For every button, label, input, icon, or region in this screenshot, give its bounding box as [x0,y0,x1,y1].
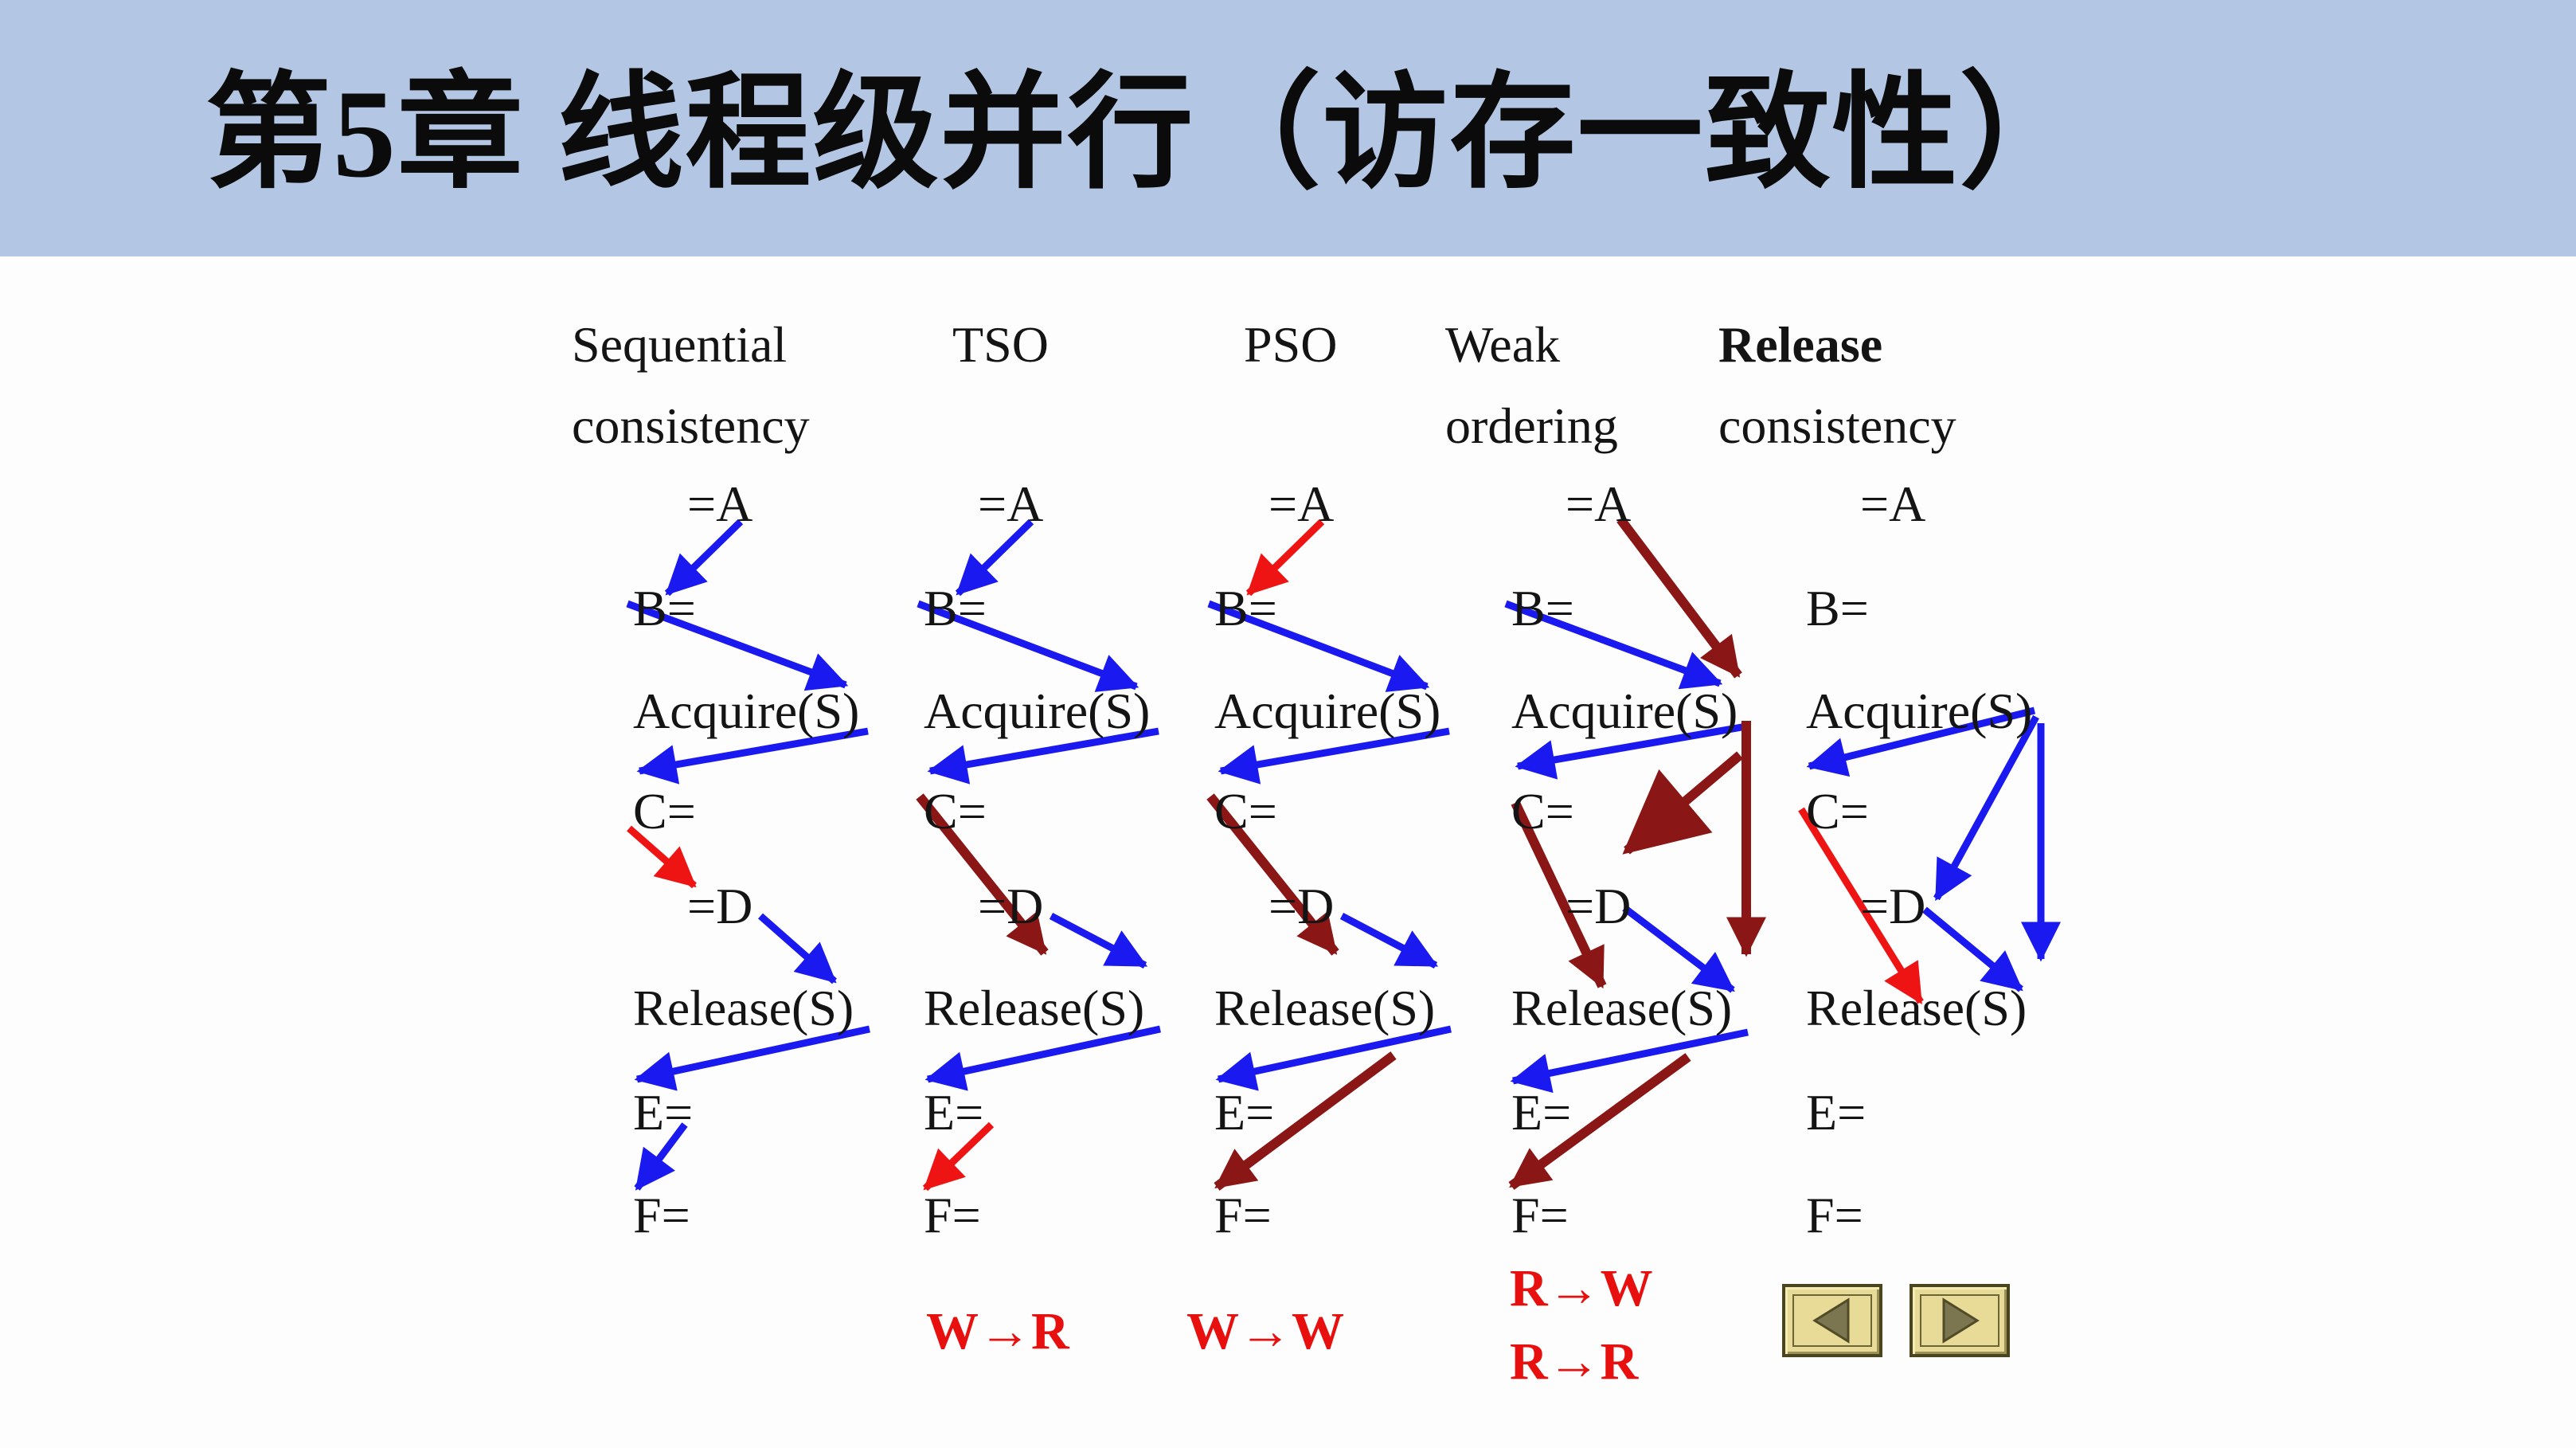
left-triangle-icon [1812,1297,1850,1344]
column-header-line: consistency [572,397,810,454]
memory-op-label: Release(S) [1511,980,1732,1036]
column-header-line: Release [1718,316,1883,373]
memory-op-label: Acquire(S) [1806,683,2032,739]
order-arrow-blue [1622,905,1735,993]
order-arrow-blue [1218,727,1450,785]
order-arrow-blue [1504,600,1723,690]
order-arrow-blue [924,1025,1161,1091]
order-arrow-maroon [1616,516,1742,679]
memory-op-label: =A [687,475,752,532]
column-header-line: Sequential [572,316,788,373]
memory-op-label: =A [1566,475,1631,532]
order-arrow-blue [1215,1025,1452,1091]
memory-op-label: F= [1214,1187,1272,1243]
memory-op-label: E= [1806,1084,1866,1141]
memory-op-label: C= [1806,783,1869,839]
memory-op-label: =D [978,878,1043,934]
order-arrow-blue [917,600,1139,692]
memory-op-label: C= [924,783,987,839]
memory-op-label: Release(S) [1214,980,1435,1036]
order-arrow-red [1245,519,1325,597]
order-arrow-blue [1922,906,2023,992]
relaxed-rule-label-tso: W→R [926,1302,1069,1360]
memory-op-label: =A [1268,475,1334,532]
memory-op-label: E= [924,1084,983,1141]
order-arrow-red [922,1121,995,1192]
memory-op-label: F= [1806,1187,1863,1243]
memory-op-label: Acquire(S) [633,683,859,739]
order-arrow-blue [636,727,869,785]
memory-op-label: =A [1860,475,1925,532]
memory-op-label: E= [633,1084,693,1141]
order-arrow-red [1798,807,1924,1004]
memory-op-label: F= [1511,1187,1569,1243]
memory-op-label: Acquire(S) [1214,683,1440,739]
order-arrow-maroon [1206,793,1339,956]
memory-op-label: C= [633,783,696,839]
column-header-line: ordering [1445,397,1618,454]
order-arrow-blue [626,600,849,691]
column-header-line: Weak [1445,316,1561,373]
order-arrow-blue [1339,913,1439,969]
memory-op-label: =A [978,475,1043,532]
memory-op-label: C= [1511,783,1574,839]
column-header-pso: PSO [1244,304,1337,385]
column-header-line: PSO [1244,316,1338,373]
memory-op-label: F= [924,1187,981,1243]
order-arrow-maroon [1508,1053,1691,1190]
order-arrow-blue [927,727,1159,785]
relaxed-rule-label-weak-1: R→W [1510,1259,1653,1317]
order-arrow-maroon [1511,800,1607,989]
relaxed-rule-label-pso: W→W [1186,1302,1344,1360]
title-band: 第5章 线程级并行（访存一致性） [0,0,2576,256]
order-arrow-blue [758,913,837,984]
memory-op-label: Acquire(S) [1511,683,1738,739]
column-header-line: TSO [952,316,1049,373]
order-arrow-blue [664,519,744,597]
order-arrow-blue [1933,714,2039,902]
slide-title: 第5章 线程级并行（访存一致性） [205,65,2087,204]
column-header-line: consistency [1718,397,1956,454]
right-triangle-icon [1942,1297,1980,1344]
memory-op-label: E= [1214,1084,1274,1141]
memory-op-label: Release(S) [633,980,854,1036]
order-arrow-maroon [1214,1051,1397,1191]
memory-op-label: B= [633,580,696,636]
memory-op-label: B= [1214,580,1277,636]
order-arrow-maroon [1622,751,1743,855]
prev-slide-button[interactable] [1782,1284,1882,1357]
order-arrow-blue [1049,913,1148,969]
memory-op-label: Release(S) [1806,980,2027,1036]
column-header-sequential: Sequential consistency [572,304,810,467]
next-slide-button[interactable] [1910,1284,2010,1357]
order-arrow-blue [955,519,1034,597]
memory-op-label: C= [1214,783,1277,839]
memory-op-label: =D [1860,878,1925,934]
memory-op-label: =D [1566,878,1631,934]
memory-op-label: =D [687,878,752,934]
column-header-release-consistency: Release consistency [1718,304,1956,467]
memory-op-label: Release(S) [924,980,1144,1036]
order-arrow-maroon [916,793,1049,956]
order-arrow-blue [634,1025,870,1091]
memory-op-label: B= [1806,580,1869,636]
memory-op-label: E= [1511,1084,1571,1141]
memory-op-label: B= [924,580,987,636]
memory-op-label: =D [1268,878,1334,934]
memory-op-label: Acquire(S) [924,683,1150,739]
relaxed-rule-label-weak-2: R→R [1510,1333,1639,1391]
column-header-weak-ordering: Weak ordering [1445,304,1618,467]
column-header-tso: TSO [952,304,1049,385]
memory-op-label: B= [1511,580,1574,636]
order-arrow-blue [1207,600,1430,692]
order-arrow-blue [1510,1028,1749,1094]
order-arrow-red [627,825,697,889]
order-arrow-blue [1515,722,1747,780]
memory-op-label: F= [633,1187,690,1243]
order-arrow-blue [1806,706,2036,777]
order-arrow-blue [634,1122,688,1191]
